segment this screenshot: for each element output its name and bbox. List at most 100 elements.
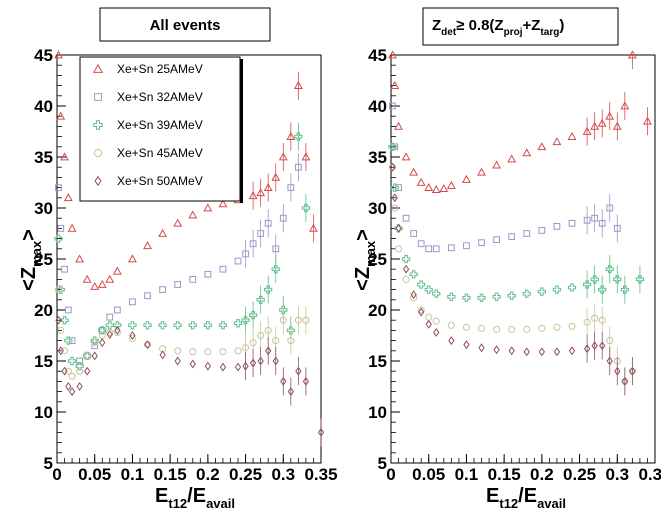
left-data-point [279,316,287,324]
left-data-point [287,387,294,397]
legend-marker [93,148,103,158]
left-data-point [65,382,72,391]
right-data-point [394,121,403,130]
left-xtick-label: 0.2 [196,465,220,484]
left-ylabel-close: > [18,229,40,241]
left-data-point [91,351,98,361]
right-data-point [643,116,652,125]
legend-label-45: Xe+Sn 45AMeV [117,146,203,160]
left-data-point [54,234,63,243]
left-data-point [219,265,227,273]
left-data-point [54,286,63,294]
right-xtick-label: 0.2 [530,465,554,484]
legend-marker [94,175,102,187]
right-data-point [614,366,621,376]
right-data-point [606,337,614,345]
left-data-point [56,111,66,120]
left-data-point [57,225,65,232]
right-series [388,50,652,194]
right-data-point [599,341,606,351]
left-data-point [174,347,182,355]
left-xtick-label: 0 [52,465,61,484]
right-xlabel-sub2: avail [537,496,566,511]
left-data-point [264,326,272,334]
right-data-point [410,294,418,302]
right-data-point [591,314,599,322]
left-data-point [105,274,115,283]
left-ylabel-main: <Z [18,267,40,291]
left-data-point [301,152,311,161]
left-series [54,50,318,290]
right-data-point [620,101,630,110]
left-data-point [91,342,99,350]
svg-text:<Zmax>: <Zmax> [18,229,44,291]
legend: Xe+Sn 25AMeV Xe+Sn 32AMeV Xe+Sn 39AMeV X… [79,56,243,203]
left-data-point [249,339,257,347]
left-data-point [279,214,287,222]
left-data-point [234,257,242,265]
right-ytick-label: 20 [368,301,387,320]
right-xtick-label: 0.35 [638,465,661,484]
legend-marker [94,93,102,101]
right-data-point [613,225,621,232]
right-data-point [424,182,434,191]
left-xtick-label: 0.25 [229,465,262,484]
left-data-point [54,50,63,59]
left-data-point [144,292,151,300]
right-data-point [389,102,396,110]
right-data-point [568,219,576,227]
right-ytick-label: 10 [368,403,387,422]
right-data-point [552,285,562,294]
right-data-point [606,204,614,212]
left-data-point [67,223,77,232]
right-ytick-label: 45 [368,46,387,65]
left-data-point [64,367,72,375]
legend-label-50: Xe+Sn 50AMeV [117,174,203,188]
right-data-point [523,325,531,333]
left-data-point [173,321,182,330]
right-data-point [401,254,411,264]
left-data-point [61,366,68,376]
right-data-point [590,121,600,130]
left-data-point [257,230,265,237]
right-data-point [567,283,577,292]
left-data-point [278,152,288,161]
left-data-point [294,132,303,141]
right-data-point [553,222,561,230]
left-data-point [257,356,264,366]
right-title-rel: ≥ 0.8(Z [456,17,503,34]
right-data-point [417,306,425,314]
right-data-point [568,346,576,356]
left-data-point [204,270,212,278]
right-data-point [417,240,425,248]
right-data-point [523,230,531,237]
right-ylabel-main: <Z [352,267,374,291]
left-ytick-label: 10 [34,403,53,422]
left-data-point [75,254,85,263]
right-data-point [462,323,470,331]
left-data-point [219,362,227,372]
right-data-point [478,343,485,353]
left-series [55,315,325,447]
left-data-point [295,366,302,376]
left-data-point [76,382,83,391]
left-data-point [60,316,69,325]
left-data-point [249,311,258,320]
right-xtick-label: 0.25 [563,465,596,484]
left-data-point [272,356,279,366]
left-data-point [174,356,181,366]
right-data-point [446,180,456,189]
right-data-point [409,167,419,176]
left-tick-labels: 0 0.05 0.1 0.15 0.2 0.25 0.3 0.35 5 10 15 20 25 30 35 4… [34,46,337,484]
right-data-point [629,366,636,376]
left-data-point [128,321,137,330]
left-data-point [64,306,72,314]
left-data-point [188,321,197,330]
right-ticks [390,54,656,464]
left-data-point [286,326,295,335]
right-data-point [390,183,399,192]
left-data-point [233,319,243,328]
right-data-point [583,280,592,289]
left-panel: 0 0.05 0.1 0.15 0.2 0.25 0.3 0.35 5 10 15 20 25 30 35 4… [18,7,338,511]
